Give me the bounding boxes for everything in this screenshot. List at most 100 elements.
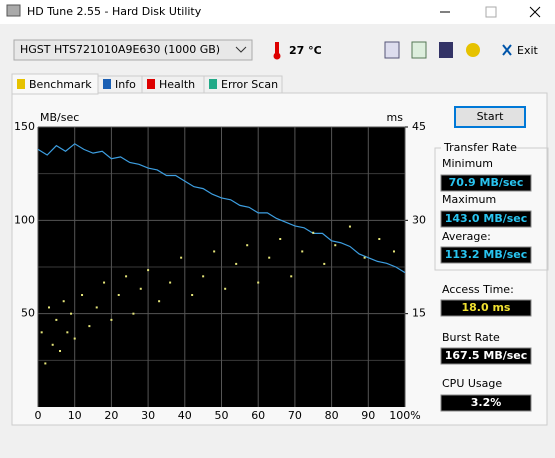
result-value: 18.0 ms [462,301,511,314]
result-box: 70.9 MB/sec [440,174,532,192]
access-point [110,318,113,321]
access-point [66,331,69,334]
y2-tick-label: 15 [412,307,426,320]
x-tick-label: 40 [178,409,192,422]
y2-tick-label: 45 [412,120,426,133]
result-box: 167.5 MB/sec [440,347,532,365]
window-title: HD Tune 2.55 - Hard Disk Utility [27,5,202,18]
tab-label[interactable]: Info [115,78,136,91]
y-tick-label: 150 [14,120,35,133]
drive-select[interactable] [13,39,253,61]
result-label: Average: [442,230,491,243]
x-tick-label: 0 [35,409,42,422]
result-label: Access Time: [442,283,514,296]
tab-label[interactable]: Error Scan [221,78,278,91]
result-label: CPU Usage [442,377,502,390]
app-icon [6,4,21,17]
access-point [44,362,47,365]
x-tick-label: 50 [215,409,229,422]
access-point [103,281,106,284]
group-label-bg [441,142,513,154]
access-point [158,300,161,303]
options-icon[interactable] [466,43,480,57]
access-point [290,275,293,278]
access-point [235,262,238,265]
exit-label[interactable]: Exit [517,44,539,57]
access-point [81,294,84,296]
access-point [213,250,216,253]
access-point [363,256,366,259]
save-icon[interactable] [439,42,453,58]
access-point [88,325,91,328]
access-point [55,318,58,321]
start-button[interactable] [454,106,526,128]
copy-all-icon[interactable] [411,41,427,59]
result-value: 3.2% [471,396,502,409]
x-tick-label: 70 [288,409,302,422]
access-point [59,350,62,352]
exit-icon[interactable] [502,44,512,56]
x-tick-label: 90 [361,409,375,422]
x-tick-label: 30 [141,409,155,422]
value-box [440,174,532,192]
access-point [132,312,135,315]
access-point [95,306,98,309]
result-value: 113.2 MB/sec [445,248,528,261]
tab-label[interactable]: Health [159,78,195,91]
result-value: 167.5 MB/sec [445,349,528,362]
access-point [169,281,172,284]
transfer-line [37,143,406,274]
temperature: 27 °C [289,44,322,57]
access-point [191,294,194,296]
access-point [392,250,395,253]
access-point [40,331,43,334]
y2-axis-label: ms [387,111,404,124]
access-point [257,281,260,284]
tab-label[interactable]: Benchmark [29,78,92,91]
access-point [312,231,315,234]
thermometer [275,42,279,54]
access-point [224,287,227,290]
access-point [348,225,351,228]
tab-icon [103,79,111,89]
access-point [323,262,326,265]
y-tick-label: 100 [14,213,35,226]
drive-name: HGST HTS721010A9E630 (1000 GB) [20,43,220,56]
copy-icon[interactable] [384,41,400,59]
access-point [48,306,51,309]
result-label: Minimum [442,157,493,170]
value-box [440,394,532,412]
y2-tick-label: 30 [412,213,426,226]
close[interactable] [529,6,541,18]
result-box: 143.0 MB/sec [440,210,532,228]
tab[interactable] [203,75,283,94]
y-tick-label: 50 [21,307,35,320]
access-point [51,343,54,346]
result-box: 18.0 ms [440,299,532,317]
x-tick-label: 20 [104,409,118,422]
tab-icon [17,79,25,89]
access-point [147,269,150,272]
x-tick-label: 80 [325,409,339,422]
access-point [268,256,271,259]
access-point [301,250,304,253]
access-point [334,244,337,247]
access-point [246,244,249,247]
maximize[interactable] [485,6,497,18]
result-value: 70.9 MB/sec [449,176,524,189]
tab-icon [209,79,217,89]
access-point [70,312,73,315]
access-point [117,294,120,296]
start-label[interactable]: Start [477,110,505,123]
transfer-rate-label: Transfer Rate [443,141,517,154]
x-tick-label: 10 [68,409,82,422]
value-box [440,210,532,228]
value-box [440,347,532,365]
access-point [279,238,282,240]
x-tick-label: 100% [389,409,420,422]
x-tick-label: 60 [251,409,265,422]
access-point [202,275,205,278]
result-value: 143.0 MB/sec [445,212,528,225]
